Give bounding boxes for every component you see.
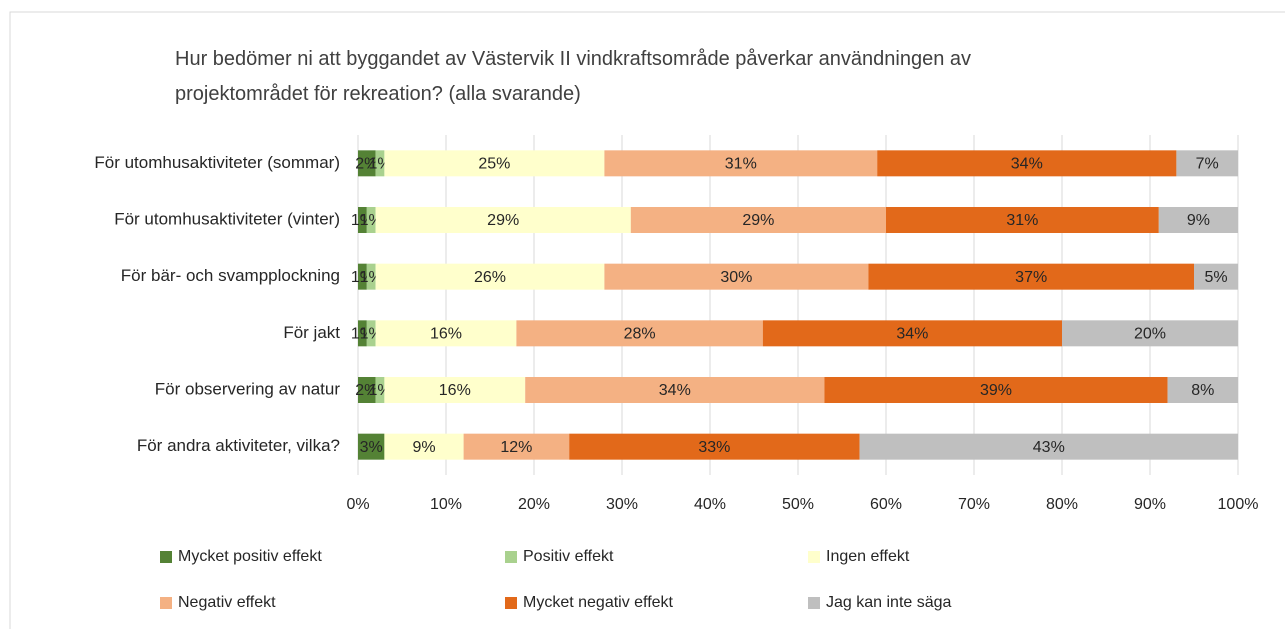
bar-segment [630, 207, 886, 233]
bar-segment [375, 377, 385, 403]
data-label: 9% [1187, 212, 1210, 229]
data-label: 2% [355, 382, 378, 399]
data-label: 39% [980, 382, 1012, 399]
bar-segment [1062, 320, 1238, 347]
bar-segment [366, 207, 376, 233]
x-tick-label: 50% [782, 496, 814, 513]
data-label: 34% [659, 382, 691, 399]
legend-swatch [160, 551, 172, 563]
bar-segment [375, 150, 385, 177]
data-label: 8% [1191, 382, 1214, 399]
data-label: 7% [1196, 156, 1219, 173]
category-label: För utomhusaktiviteter (sommar) [94, 153, 340, 172]
chart-frame [9, 11, 1285, 629]
bar-segment [1167, 377, 1238, 403]
bar-segment [384, 150, 605, 177]
bar-segment [886, 207, 1159, 233]
x-tick-label: 40% [694, 496, 726, 513]
data-label: 34% [896, 326, 928, 343]
x-tick-label: 60% [870, 496, 902, 513]
legend-swatch [808, 597, 820, 609]
x-tick-label: 80% [1046, 496, 1078, 513]
data-label: 9% [412, 439, 435, 456]
bar-segment [358, 433, 385, 460]
bar-segment [824, 377, 1168, 403]
x-tick-label: 90% [1134, 496, 1166, 513]
category-label: För andra aktiviteter, vilka? [137, 436, 340, 455]
legend-label: Mycket positiv effekt [178, 548, 322, 565]
legend-label: Jag kan inte säga [826, 594, 952, 611]
bar-segment [868, 263, 1194, 290]
bar-segment [1158, 207, 1238, 233]
category-label: För observering av natur [155, 379, 341, 398]
bar-segment [384, 433, 464, 460]
data-label: 16% [439, 382, 471, 399]
bar-segment [366, 320, 376, 347]
data-label: 28% [624, 326, 656, 343]
bar-segment [1194, 263, 1238, 290]
data-label: 25% [478, 156, 510, 173]
bar-segment [358, 150, 376, 177]
bar-segment [569, 433, 860, 460]
x-tick-label: 20% [518, 496, 550, 513]
x-tick-label: 100% [1218, 496, 1259, 513]
bar-segment [358, 263, 367, 290]
data-label: 16% [430, 326, 462, 343]
data-label: 30% [720, 269, 752, 286]
legend-swatch [808, 551, 820, 563]
x-tick-label: 10% [430, 496, 462, 513]
x-tick-label: 70% [958, 496, 990, 513]
legend-swatch [505, 551, 517, 563]
legend-swatch [160, 597, 172, 609]
data-label: 31% [725, 156, 757, 173]
bar-segment [358, 207, 367, 233]
legend-label: Negativ effekt [178, 594, 276, 611]
bar-segment [375, 263, 605, 290]
legend-label: Mycket negativ effekt [523, 594, 674, 611]
bar-segment [859, 433, 1238, 460]
bar-segment [516, 320, 763, 347]
chart-title: Hur bedömer ni att byggandet av Västervi… [175, 48, 971, 105]
category-label: För utomhusaktiviteter (vinter) [114, 209, 340, 228]
legend-label: Ingen effekt [826, 548, 910, 565]
bar-segment [525, 377, 825, 403]
legend-label: Positiv effekt [523, 548, 614, 565]
category-label: För jakt [283, 323, 340, 342]
bar-segment [384, 377, 526, 403]
data-label: 37% [1015, 269, 1047, 286]
bar-segment [762, 320, 1062, 347]
bar-segment [366, 263, 376, 290]
bar-segment [358, 377, 376, 403]
bar-segment [375, 207, 631, 233]
data-label: 2% [355, 156, 378, 173]
data-label: 26% [474, 269, 506, 286]
data-label: 34% [1011, 156, 1043, 173]
data-label: 33% [698, 439, 730, 456]
data-label: 29% [742, 212, 774, 229]
bar-segment [877, 150, 1177, 177]
data-label: 20% [1134, 326, 1166, 343]
data-label: 5% [1204, 269, 1227, 286]
bar-segment [375, 320, 517, 347]
bar-segment [358, 320, 367, 347]
category-label: För bär- och svampplockning [121, 266, 340, 285]
x-tick-label: 30% [606, 496, 638, 513]
legend-swatch [505, 597, 517, 609]
data-label: 3% [360, 439, 383, 456]
x-tick-label: 0% [346, 496, 369, 513]
data-label: 12% [500, 439, 532, 456]
bar-segment [1176, 150, 1238, 177]
data-label: 43% [1033, 439, 1065, 456]
bar-segment [604, 150, 878, 177]
data-label: 29% [487, 212, 519, 229]
data-label: 31% [1006, 212, 1038, 229]
bar-segment [604, 263, 869, 290]
bar-segment [463, 433, 570, 460]
